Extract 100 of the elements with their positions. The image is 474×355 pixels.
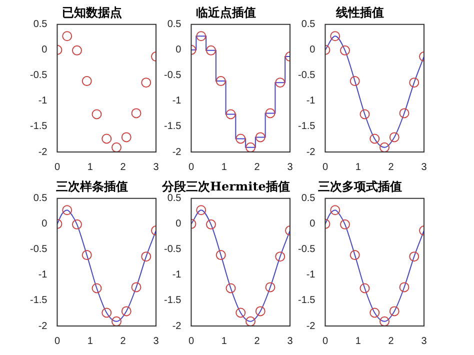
point [131,108,142,118]
point [370,308,380,318]
point [141,78,152,88]
point [370,134,380,144]
x-tick-label: 0 [188,162,194,173]
chart-title: 分段三次Hermite插值 [161,179,290,194]
x-tick-label: 1 [355,336,362,347]
point [206,219,216,230]
x-tick-label: 0 [322,336,328,347]
y-tick-label: -1.5 [298,121,316,132]
y-tick-label: -0.5 [30,70,48,82]
x-tick-label: 1 [355,162,362,173]
y-tick-label: -1 [38,270,48,281]
point [265,108,276,118]
x-tick-label: 2 [388,336,394,347]
y-tick-label: 0 [42,44,48,56]
point [330,205,340,216]
y-tick-label: 0 [176,44,182,56]
point [121,132,132,142]
y-tick-label: -2 [306,146,316,158]
point [131,282,142,292]
point [350,76,360,86]
y-tick-label: 0.5 [33,193,48,204]
y-tick-label: -2 [172,146,182,158]
chart-title: 三次样条插值 [56,179,128,194]
point [399,108,410,118]
point [216,250,226,260]
point [72,219,82,230]
y-tick-label: -1.5 [164,121,182,132]
point [340,219,350,230]
point [360,109,370,120]
y-tick-label: -1 [306,96,316,107]
x-tick-label: 3 [421,162,428,173]
y-tick-label: -1 [172,270,182,281]
point [196,31,206,42]
chart-title: 线性插值 [335,5,384,20]
y-tick-label: -1.5 [298,295,316,306]
y-tick-label: 0 [310,218,316,230]
point [206,45,216,56]
point [92,283,102,294]
x-tick-label: 2 [388,162,394,173]
chart-title: 已知数据点 [62,5,122,20]
point [236,134,246,144]
y-tick-label: 0.5 [301,19,316,30]
chart-title: 三次多项式插值 [318,179,402,194]
point [379,316,390,326]
point [255,132,266,142]
x-tick-label: 3 [153,162,160,173]
chart-title: 临近点插值 [196,5,256,20]
y-tick-label: 0 [310,44,316,56]
point [275,78,286,88]
y-tick-label: 0.5 [167,193,182,204]
x-tick-label: 0 [54,336,60,347]
point [330,31,340,42]
y-tick-label: -0.5 [30,244,48,256]
y-tick-label: 0.5 [33,19,48,30]
point [389,306,400,316]
x-tick-label: 0 [54,162,60,173]
x-tick-label: 3 [421,336,428,347]
y-tick-label: 0 [42,218,48,230]
y-tick-label: -1.5 [164,295,182,306]
x-tick-label: 0 [188,336,194,347]
y-tick-label: -1 [306,270,316,281]
point [409,252,420,262]
point [92,109,102,120]
y-tick-label: -1.5 [30,121,48,132]
point [265,282,276,292]
y-tick-label: -2 [38,320,48,332]
x-tick-label: 1 [87,162,94,173]
point [226,283,236,294]
point [275,252,286,262]
y-tick-label: -1 [38,96,48,107]
point [111,316,122,326]
point [82,76,92,86]
x-tick-label: 1 [221,336,228,347]
point [245,316,256,326]
x-tick-label: 1 [87,336,94,347]
point [399,282,410,292]
point [226,109,236,120]
point [389,132,400,142]
point [111,142,122,152]
y-tick-label: -2 [306,320,316,332]
point [216,76,226,86]
x-tick-label: 0 [322,162,328,173]
point [409,78,420,88]
x-tick-label: 2 [120,336,126,347]
point [62,31,72,42]
y-tick-label: -1 [172,96,182,107]
point [196,205,206,216]
y-tick-label: 0.5 [167,19,182,30]
point [360,283,370,294]
point [236,308,246,318]
x-tick-label: 3 [287,162,294,173]
point [72,45,82,56]
point [141,252,152,262]
point [245,142,256,152]
point [102,134,112,144]
y-tick-label: -0.5 [298,244,316,256]
point [102,308,112,318]
y-tick-label: -0.5 [164,70,182,82]
